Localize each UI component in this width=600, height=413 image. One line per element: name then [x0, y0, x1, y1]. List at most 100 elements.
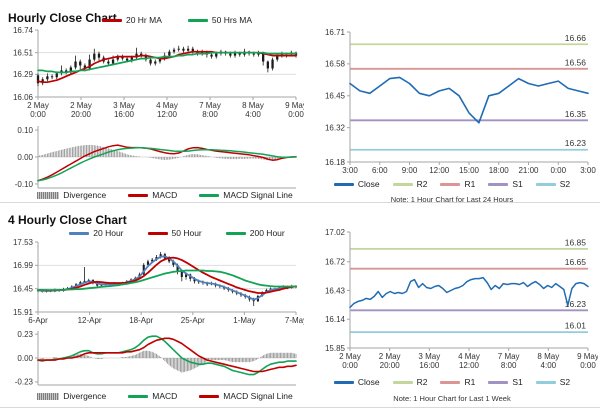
- svg-text:16.06: 16.06: [13, 93, 34, 102]
- svg-text:25-Apr: 25-Apr: [181, 316, 205, 325]
- svg-text:7-May: 7-May: [285, 316, 304, 325]
- svg-text:20:00: 20:00: [380, 361, 401, 370]
- svg-text:8:00: 8:00: [501, 361, 517, 370]
- line-swatch-icon: [147, 231, 168, 235]
- hourly-close-candlestick-chart: 16.74 16.51 16.29 16.06 2 May 0:00 2 May 20:00 3…: [4, 26, 307, 123]
- level-label-S1: 16.35: [565, 109, 587, 119]
- hourly-pivot-legend: Close R2 R1 S1 S2: [318, 179, 586, 189]
- legend-item-r1: R1: [440, 179, 475, 189]
- svg-text:3 May: 3 May: [418, 352, 440, 361]
- legend-label: MACD Signal Line: [223, 391, 293, 401]
- legend-label: Divergence: [63, 190, 107, 200]
- svg-text:0.10: 0.10: [17, 126, 33, 135]
- svg-text:7 May: 7 May: [199, 101, 221, 110]
- svg-text:16.99: 16.99: [13, 261, 34, 270]
- svg-text:4:00: 4:00: [541, 361, 557, 370]
- series-20-hour: [37, 255, 297, 301]
- svg-text:16:00: 16:00: [419, 361, 440, 370]
- legend-label: 20 Hour: [93, 228, 124, 238]
- svg-text:18-Apr: 18-Apr: [129, 316, 153, 325]
- svg-text:3:00: 3:00: [342, 166, 358, 175]
- legend-item-200-hour: 200 Hour: [225, 228, 285, 238]
- level-label-R1: 16.65: [565, 257, 587, 267]
- fourhourly-macd-legend: Divergence MACD MACD Signal Line: [34, 391, 296, 401]
- svg-text:16.32: 16.32: [325, 123, 346, 132]
- weekly-pivot-legend: Close R2 R1 S1 S2: [318, 377, 586, 387]
- level-label-S2: 16.01: [565, 321, 587, 331]
- svg-text:9 May: 9 May: [285, 101, 304, 110]
- hourly-pivot-line-chart: 16.66 16.56 16.35 16.23 16.71 16.58 16.45 16.32…: [310, 24, 598, 187]
- series-50-hour: [37, 256, 297, 294]
- legend-item-20-hr-ma: 20 Hr MA: [101, 15, 162, 25]
- svg-text:8:00: 8:00: [202, 110, 218, 118]
- series-macd: [37, 335, 297, 376]
- svg-text:15.85: 15.85: [325, 344, 346, 353]
- line-swatch-icon: [199, 394, 220, 398]
- legend-item-macd: MACD: [128, 190, 177, 200]
- svg-text:0.00: 0.00: [17, 354, 33, 363]
- level-label-S1: 16.23: [565, 299, 587, 309]
- svg-text:16.45: 16.45: [13, 284, 34, 293]
- svg-text:6-Apr: 6-Apr: [28, 316, 48, 325]
- svg-text:0:00: 0:00: [288, 110, 304, 118]
- legend-label: R2: [416, 179, 428, 189]
- series-50-hrs-ma: [37, 51, 297, 74]
- legend-item-s1: S1: [488, 377, 523, 387]
- bottom-divider: [0, 407, 600, 408]
- legend-item-close: Close: [333, 377, 380, 387]
- svg-text:17.53: 17.53: [13, 238, 34, 247]
- legend-label: S2: [559, 179, 571, 189]
- legend-label: S1: [512, 179, 523, 189]
- fourhourly-section-title: 4 Hourly Close Chart: [8, 213, 127, 228]
- svg-text:16:00: 16:00: [114, 110, 135, 118]
- line-swatch-icon: [225, 231, 246, 235]
- fourhourly_price-svg: 17.53 16.99 16.45 15.916-Apr 12-Apr 18-Apr 25-…: [13, 238, 307, 325]
- line-swatch-icon: [187, 18, 208, 22]
- legend-label: R2: [416, 377, 428, 387]
- svg-text:8 May: 8 May: [242, 101, 264, 110]
- legend-label: R1: [464, 377, 476, 387]
- svg-text:1-May: 1-May: [233, 316, 255, 325]
- line-swatch-icon: [488, 182, 509, 186]
- line-swatch-icon: [69, 231, 90, 235]
- hourly-pivot-note: Note: 1 Hour Chart for Last 24 Hours: [390, 195, 514, 204]
- svg-text:0:00: 0:00: [580, 361, 596, 370]
- line-swatch-icon: [488, 380, 509, 384]
- legend-item-divergence: Divergence: [37, 190, 106, 200]
- line-swatch-icon: [333, 182, 354, 186]
- hourly-section-title: Hourly Close Chart: [8, 11, 117, 26]
- section-divider: [0, 202, 600, 203]
- level-label-R2: 16.85: [565, 237, 587, 247]
- svg-text:12:00: 12:00: [157, 110, 178, 118]
- svg-text:4 May: 4 May: [458, 352, 480, 361]
- legend-label: MACD Signal Line: [223, 190, 293, 200]
- svg-text:7 May: 7 May: [498, 352, 520, 361]
- legend-label: 50 Hrs MA: [211, 15, 253, 25]
- legend-label: 20 Hr MA: [125, 15, 162, 25]
- legend-label: 50 Hour: [171, 228, 202, 238]
- svg-text:16.18: 16.18: [325, 158, 346, 167]
- hourly-macd-chart: 0.10 0.00 -0.10: [4, 122, 304, 197]
- line-swatch-icon: [440, 380, 461, 384]
- legend-label: Divergence: [63, 391, 107, 401]
- hourly-price-legend: 20 Hr MA 50 Hrs MA: [50, 15, 304, 25]
- svg-text:-0.10: -0.10: [15, 180, 34, 189]
- legend-item-s2: S2: [535, 179, 571, 189]
- weekly_pivot-svg: 16.85 16.65 16.23 16.01 17.02 16.72 16.43 16.14…: [325, 228, 599, 370]
- svg-text:16.14: 16.14: [325, 315, 346, 324]
- line-swatch-icon: [199, 193, 220, 197]
- legend-item-s1: S1: [488, 179, 523, 189]
- series-close: [349, 276, 589, 309]
- line-swatch-icon: [392, 182, 413, 186]
- legend-item-20-hour: 20 Hour: [69, 228, 124, 238]
- svg-text:3:00: 3:00: [580, 166, 596, 175]
- legend-item-divergence: Divergence: [37, 391, 106, 401]
- svg-text:16.58: 16.58: [325, 60, 346, 69]
- fourhourly-price-legend: 20 Hour 50 Hour 200 Hour: [50, 228, 304, 238]
- svg-text:20:00: 20:00: [71, 110, 92, 118]
- hourly_pivot-svg: 16.66 16.56 16.35 16.23 16.71 16.58 16.45 16.32…: [325, 28, 596, 175]
- hourly_macd-svg: 0.10 0.00 -0.10: [15, 126, 297, 189]
- legend-item-r2: R2: [392, 179, 428, 189]
- svg-text:16.29: 16.29: [13, 70, 34, 79]
